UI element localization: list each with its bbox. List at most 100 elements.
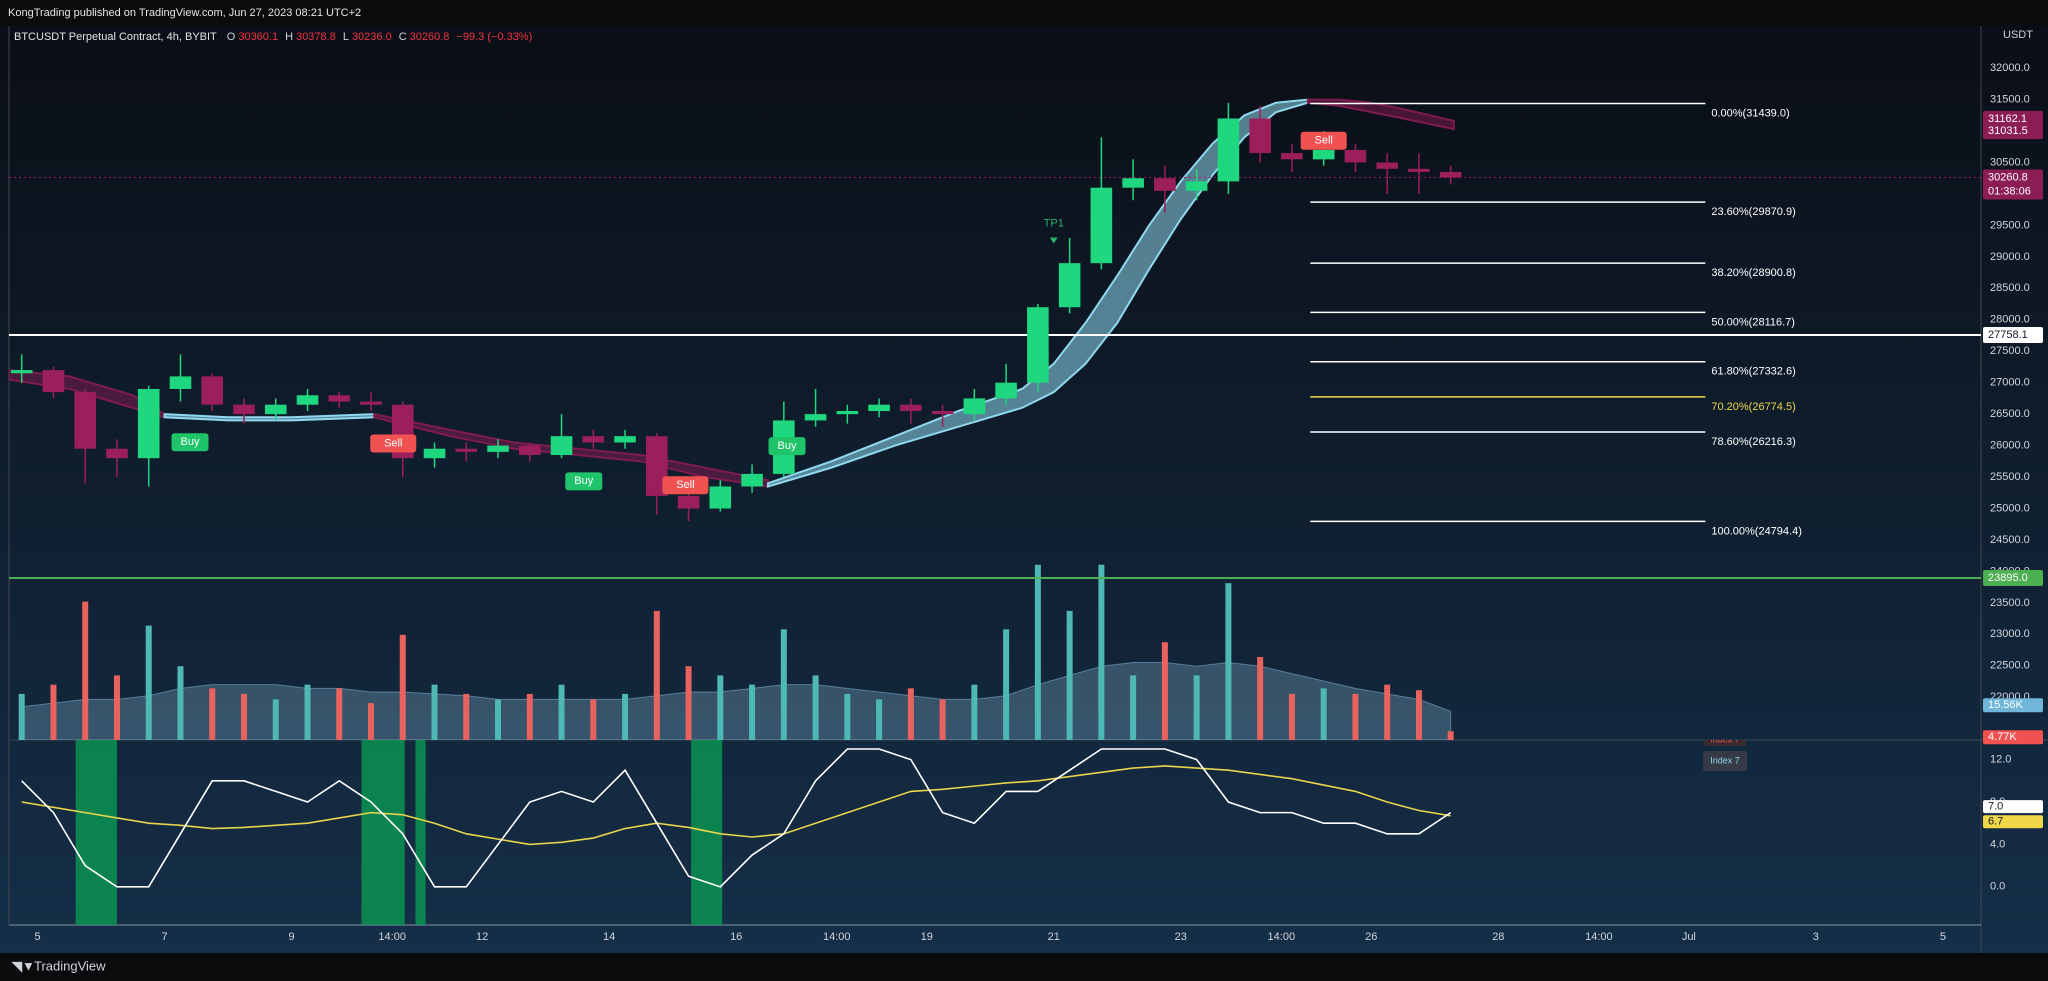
pane-label: Index 7 [1710,755,1740,765]
logo-mark: ◥▼ [11,958,35,973]
volume-bar [177,666,184,740]
x-tick-label: 14:00 [1585,931,1613,943]
y-tick-label: 29000.0 [1990,251,2030,263]
volume-bar [1098,564,1105,740]
candle-body [1439,171,1462,178]
ribbon [1306,98,1455,131]
pane-label-box [1704,740,1746,746]
signal-box [370,434,417,453]
volume-bar [1257,656,1264,740]
volume-bar [240,693,247,740]
candle-body [201,376,224,405]
y-tick-label: 28500.0 [1990,282,2030,294]
signal-label: Buy [181,436,200,448]
volume-bar [431,684,438,740]
candle-body [1122,178,1144,188]
main-pane: Buy Sell Buy Sell Buy Sell TP1 [9,98,1981,740]
y-tick-label: 26500.0 [1990,408,2030,420]
signal-box [1300,131,1347,150]
candle-body [836,410,859,415]
fib-label: 38.20%(28900.8) [1711,267,1795,279]
volume-bar [685,666,692,740]
x-tick-label: Jul [1682,931,1696,943]
x-tick-label: 9 [289,931,295,943]
signal-label: Sell [1314,135,1332,147]
candle-body [709,486,732,509]
candle-body [1376,162,1398,169]
x-tick-label: 14 [603,931,615,943]
fib-label: 61.80%(27332.6) [1711,366,1795,378]
volume-bar [812,675,819,740]
candle-body [868,404,890,411]
volume-bar [1415,690,1422,740]
signal-zone [361,740,405,925]
volume-bar [590,699,597,740]
candle-body [582,436,605,443]
candle-body [1154,178,1176,191]
candle-body [1090,187,1113,264]
candle-body [518,445,541,456]
candle-body [328,395,351,402]
legend-title: BTCUSDT Perpetual Contract, 4h, BYBIT [14,31,217,43]
volume-bar [1288,693,1295,740]
signal-label: Sell [384,437,402,449]
candle-body [487,445,509,452]
axis-tag-label: 7.0 [1988,801,2003,813]
x-tick-label: 12 [476,931,488,943]
volume-bar [399,634,406,740]
candle-body [74,392,97,449]
volume-bar [82,601,89,740]
unit: USDT [2003,29,2033,41]
volume-bar [876,699,883,740]
axis-tag [1983,110,2043,127]
candle-body [900,404,922,411]
y-tick-label: 27500.0 [1990,345,2030,357]
osc-tick-label: 0.0 [1990,881,2005,893]
x-tick-label: 26 [1365,931,1377,943]
x-tick-label: 21 [1048,931,1060,943]
volume-bar [780,629,787,740]
x-tick-label: 23 [1175,931,1187,943]
volume-bar [558,684,565,740]
axis-tag [1983,123,2043,140]
y-tick-label: 28000.0 [1990,314,2030,326]
axis-tag-label: 23895.0 [1988,572,2028,584]
candle-body [423,448,446,459]
axis-tag [1983,698,2043,713]
y-tick-label: 23500.0 [1990,597,2030,609]
axis-tag [1983,326,2043,343]
candle-body [963,398,986,415]
y-tick-label: 31500.0 [1990,94,2030,106]
x-tick-label: 3 [1813,931,1819,943]
fib-label: 23.60%(29870.9) [1711,206,1795,218]
y-tick-label: 22500.0 [1990,660,2030,672]
candle-body [106,448,128,459]
candle-body [1249,118,1271,154]
volume-bar [971,684,978,740]
fib-label: 50.00%(28116.7) [1711,316,1795,328]
candle-body [1185,181,1208,191]
axis-tag [1983,570,2043,587]
candle-body [1217,118,1240,182]
axis-tag-label: 31162.1 [1988,113,2027,125]
volume-bar [1034,564,1041,740]
signal-label: Sell [676,479,694,491]
candle-body [1312,149,1335,160]
current-price-label: 30260.8 [1988,171,2028,183]
legend-key: C [399,31,407,43]
volume-bar [50,684,57,740]
y-tick-label: 25500.0 [1990,471,2030,483]
volume-bar [622,693,629,740]
x-tick-label: 7 [162,931,168,943]
osc-tick-label: 4.0 [1990,838,2005,850]
pane-label-box [1703,751,1747,771]
x-tick-label: 5 [35,931,41,943]
x-tick-label: 28 [1492,931,1504,943]
fib-label: 100.00%(24794.4) [1711,525,1802,537]
volume-bar [1003,629,1010,740]
x-tick-label: 14:00 [378,931,406,943]
oscillator-line [21,748,1452,888]
volume-bar [145,625,152,740]
x-tick-label: 16 [730,931,742,943]
candle-body [804,414,827,421]
